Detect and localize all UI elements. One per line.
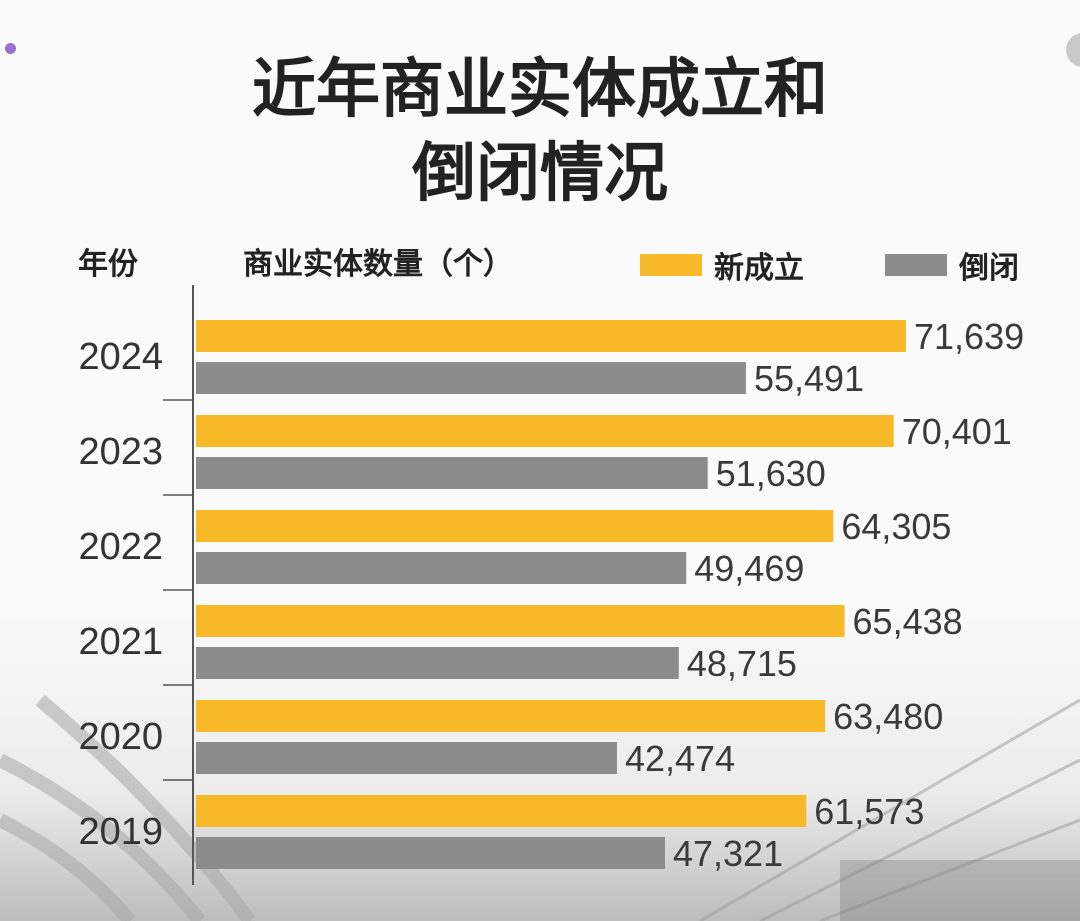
legend-item-closed: 倒闭 xyxy=(885,245,1019,286)
data-label-new: 71,639 xyxy=(914,316,1024,357)
data-label-closed: 42,474 xyxy=(625,738,735,779)
year-label: 2023 xyxy=(78,431,163,473)
bar-closed xyxy=(196,457,708,489)
data-label-closed: 55,491 xyxy=(754,358,864,399)
legend-item-new: 新成立 xyxy=(640,245,804,286)
corner-action-icon[interactable] xyxy=(1066,33,1080,67)
year-label: 2022 xyxy=(78,526,163,568)
year-label: 2021 xyxy=(78,621,163,663)
status-dot xyxy=(5,43,16,54)
bar-new xyxy=(196,700,826,732)
legend-label-new: 新成立 xyxy=(714,251,804,286)
bar-new xyxy=(196,415,894,447)
bar-closed xyxy=(196,552,687,584)
data-label-new: 61,573 xyxy=(814,791,924,832)
legend-swatch-new xyxy=(640,254,702,276)
chart-title: 近年商业实体成立和 倒闭情况 xyxy=(0,48,1080,216)
data-label-closed: 49,469 xyxy=(694,548,804,589)
chart-title-line-2: 倒闭情况 xyxy=(412,137,668,211)
year-axis-title: 年份 xyxy=(78,247,138,282)
chart-title-line-1: 近年商业实体成立和 xyxy=(252,53,828,127)
legend-swatch-closed xyxy=(885,254,947,276)
bar-new xyxy=(196,605,845,637)
data-label-closed: 48,715 xyxy=(687,643,797,684)
data-label-new: 64,305 xyxy=(841,506,951,547)
legend-label-closed: 倒闭 xyxy=(959,251,1019,286)
year-label: 2024 xyxy=(78,336,163,378)
data-label-closed: 47,321 xyxy=(673,833,783,874)
data-label-new: 70,401 xyxy=(902,411,1012,452)
data-label-new: 65,438 xyxy=(853,601,963,642)
year-label: 2019 xyxy=(78,811,163,853)
bar-new xyxy=(196,510,834,542)
bar-closed xyxy=(196,837,665,869)
bar-closed xyxy=(196,647,679,679)
data-label-closed: 51,630 xyxy=(716,453,826,494)
bar-new xyxy=(196,795,807,827)
bar-new xyxy=(196,320,906,352)
year-label: 2020 xyxy=(78,716,163,758)
bar-closed xyxy=(196,742,617,774)
data-label-new: 63,480 xyxy=(833,696,943,737)
bar-closed xyxy=(196,362,746,394)
value-axis-title: 商业实体数量（个） xyxy=(243,247,513,282)
